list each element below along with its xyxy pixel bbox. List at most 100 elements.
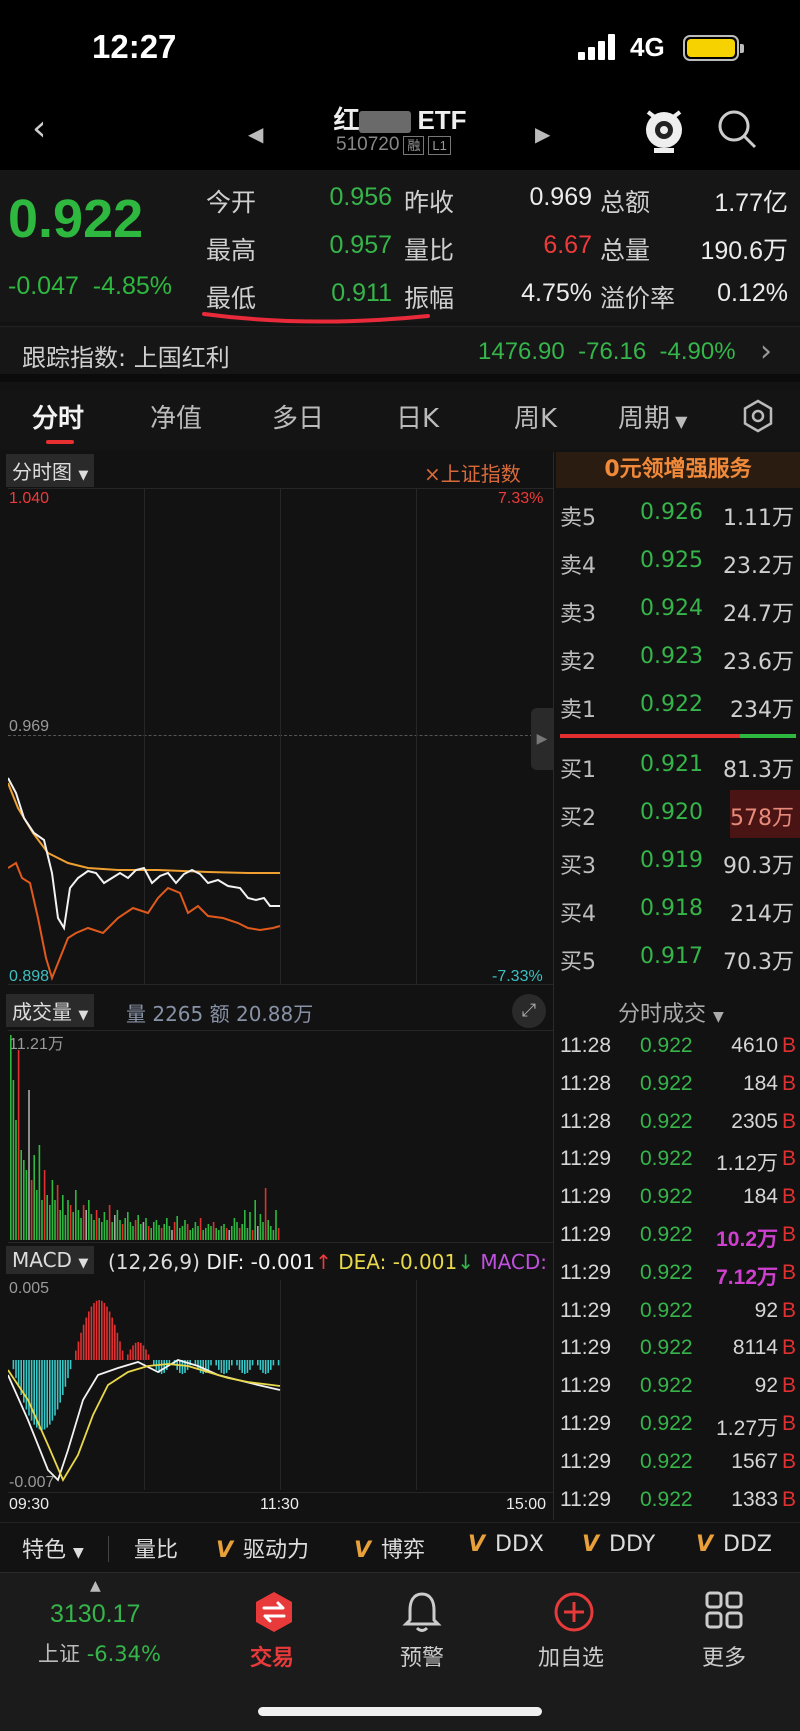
macd-bar bbox=[15, 1360, 17, 1379]
trade-price: 0.922 bbox=[640, 1185, 693, 1209]
macd-bar bbox=[231, 1360, 233, 1366]
quote-header bbox=[0, 170, 800, 322]
macd-bar bbox=[264, 1360, 267, 1374]
bid-row[interactable]: 买1 0.921 81.3万 bbox=[560, 742, 800, 790]
overlay-index-toggle[interactable]: ×上证指数 bbox=[424, 462, 521, 486]
level-tag: L1 bbox=[428, 136, 451, 155]
volume-bar bbox=[41, 1200, 43, 1240]
tab-nav[interactable]: 净值 bbox=[150, 404, 203, 434]
tab-ddy[interactable]: V DDY bbox=[582, 1532, 656, 1557]
tab-volume-ratio[interactable]: 量比 bbox=[134, 1538, 179, 1563]
ask-row[interactable]: 卖3 0.924 24.7万 bbox=[560, 586, 800, 634]
volume-bar bbox=[132, 1226, 134, 1240]
trade-price: 0.922 bbox=[640, 1071, 693, 1095]
home-indicator[interactable] bbox=[258, 1707, 542, 1716]
bid-row[interactable]: 买3 0.919 90.3万 bbox=[560, 838, 800, 886]
ask-row[interactable]: 卖5 0.926 1.11万 bbox=[560, 490, 800, 538]
dock-add[interactable]: 加自选 bbox=[538, 1646, 605, 1671]
redacted-block bbox=[359, 111, 412, 134]
axis-bottom-price: 0.898 bbox=[9, 968, 50, 985]
volume-info: 量 2265 额 20.88万 bbox=[126, 1002, 314, 1026]
macd-bar bbox=[251, 1360, 254, 1366]
tab-features[interactable]: 特色 ▼ bbox=[22, 1538, 84, 1563]
volume-bar bbox=[197, 1226, 199, 1240]
tab-intraday[interactable]: 分时 bbox=[32, 404, 85, 434]
volume-bar bbox=[36, 1190, 38, 1240]
label-open: 今开 bbox=[206, 188, 257, 217]
macd-bar bbox=[238, 1360, 241, 1370]
volume-bar bbox=[233, 1218, 236, 1240]
volume-bar bbox=[119, 1220, 121, 1240]
dock-index-value[interactable]: 3130.17 bbox=[50, 1600, 141, 1628]
trade-time: 11:29 bbox=[560, 1374, 611, 1398]
mascot-icon[interactable] bbox=[640, 104, 688, 154]
tab-game[interactable]: V 博弈 bbox=[354, 1538, 426, 1563]
ob-label: 买4 bbox=[560, 902, 596, 927]
tab-daily-k[interactable]: 日K bbox=[396, 404, 440, 434]
axis-bottom-pct: -7.33% bbox=[492, 968, 543, 985]
bid-row[interactable]: 买5 0.917 70.3万 bbox=[560, 934, 800, 982]
tracking-index-row[interactable] bbox=[0, 326, 800, 382]
tab-indicator bbox=[46, 440, 74, 444]
bid-row[interactable]: 买4 0.918 214万 bbox=[560, 886, 800, 934]
ob-price: 0.920 bbox=[640, 800, 703, 825]
volume-bar bbox=[181, 1226, 184, 1240]
macd-bar bbox=[197, 1360, 199, 1370]
bid-row[interactable]: 买2 0.920 578万 bbox=[560, 790, 800, 838]
settings-icon[interactable] bbox=[740, 398, 776, 434]
trades-title[interactable]: 分时成交 ▼ bbox=[618, 1002, 724, 1027]
ob-volume: 70.3万 bbox=[723, 950, 794, 975]
dock-trade[interactable]: 交易 bbox=[250, 1646, 295, 1671]
ask-row[interactable]: 卖1 0.922 234万 bbox=[560, 682, 800, 730]
tab-driver[interactable]: V 驱动力 bbox=[216, 1538, 310, 1563]
tab-ddz[interactable]: V DDZ bbox=[696, 1532, 772, 1557]
trade-side: B bbox=[781, 1260, 796, 1284]
trade-side: B bbox=[781, 1034, 796, 1057]
tab-multiday[interactable]: 多日 bbox=[272, 404, 325, 434]
promo-banner[interactable]: 0元领增强服务 bbox=[556, 452, 800, 488]
bid-ask-divider-red bbox=[560, 734, 740, 738]
trade-icon[interactable] bbox=[252, 1590, 296, 1634]
signal-icon bbox=[578, 34, 618, 60]
volume-bar bbox=[111, 1222, 113, 1240]
tab-ddx[interactable]: V DDX bbox=[468, 1532, 544, 1557]
ask-row[interactable]: 卖4 0.925 23.2万 bbox=[560, 538, 800, 586]
tab-period[interactable]: 周期 ▼ bbox=[618, 404, 688, 434]
volume-bar bbox=[56, 1185, 59, 1240]
dock-index-label[interactable]: 上证 -6.34% bbox=[38, 1642, 161, 1666]
dock-more[interactable]: 更多 bbox=[702, 1646, 747, 1671]
volume-bar bbox=[228, 1230, 230, 1240]
grid-icon[interactable] bbox=[704, 1590, 744, 1630]
trade-volume: 92 bbox=[754, 1298, 778, 1322]
value-volume-ratio: 6.67 bbox=[543, 231, 592, 259]
expand-icon[interactable]: ⤢ bbox=[512, 994, 546, 1028]
trade-row: 11:28 0.922 4610 B bbox=[560, 1028, 800, 1065]
search-icon[interactable] bbox=[716, 108, 758, 150]
ask-row[interactable]: 卖2 0.923 23.6万 bbox=[560, 634, 800, 682]
macd-bar bbox=[225, 1360, 228, 1373]
macd-bar bbox=[246, 1360, 249, 1373]
bell-icon[interactable] bbox=[402, 1590, 442, 1634]
next-stock-icon[interactable]: ▶ bbox=[535, 122, 551, 146]
tab-weekly-k[interactable]: 周K bbox=[514, 404, 558, 434]
trade-volume: 1383 bbox=[731, 1487, 778, 1511]
volume-bars bbox=[10, 1035, 280, 1240]
collapse-handle-icon[interactable]: ▶ bbox=[531, 708, 553, 770]
volume-bar bbox=[67, 1200, 69, 1240]
prev-stock-icon[interactable]: ◀ bbox=[248, 122, 264, 146]
volume-selector[interactable]: 成交量 ▼ bbox=[6, 994, 95, 1027]
add-circle-icon[interactable] bbox=[552, 1590, 596, 1634]
volume-bar bbox=[153, 1222, 155, 1240]
volume-bar bbox=[10, 1035, 12, 1240]
macd-bar bbox=[101, 1300, 103, 1360]
chart-selector[interactable]: 分时图 ▼ bbox=[6, 454, 95, 487]
macd-bar bbox=[116, 1332, 119, 1360]
trade-price: 0.922 bbox=[640, 1374, 693, 1398]
back-icon[interactable]: ‹ bbox=[32, 108, 47, 149]
dock-alert[interactable]: 预警 bbox=[400, 1646, 445, 1671]
macd-bar bbox=[98, 1300, 100, 1360]
volume-bar bbox=[210, 1226, 212, 1240]
macd-selector[interactable]: MACD ▼ bbox=[6, 1246, 95, 1274]
ob-volume: 90.3万 bbox=[723, 854, 794, 879]
bottom-dock bbox=[0, 1572, 800, 1731]
